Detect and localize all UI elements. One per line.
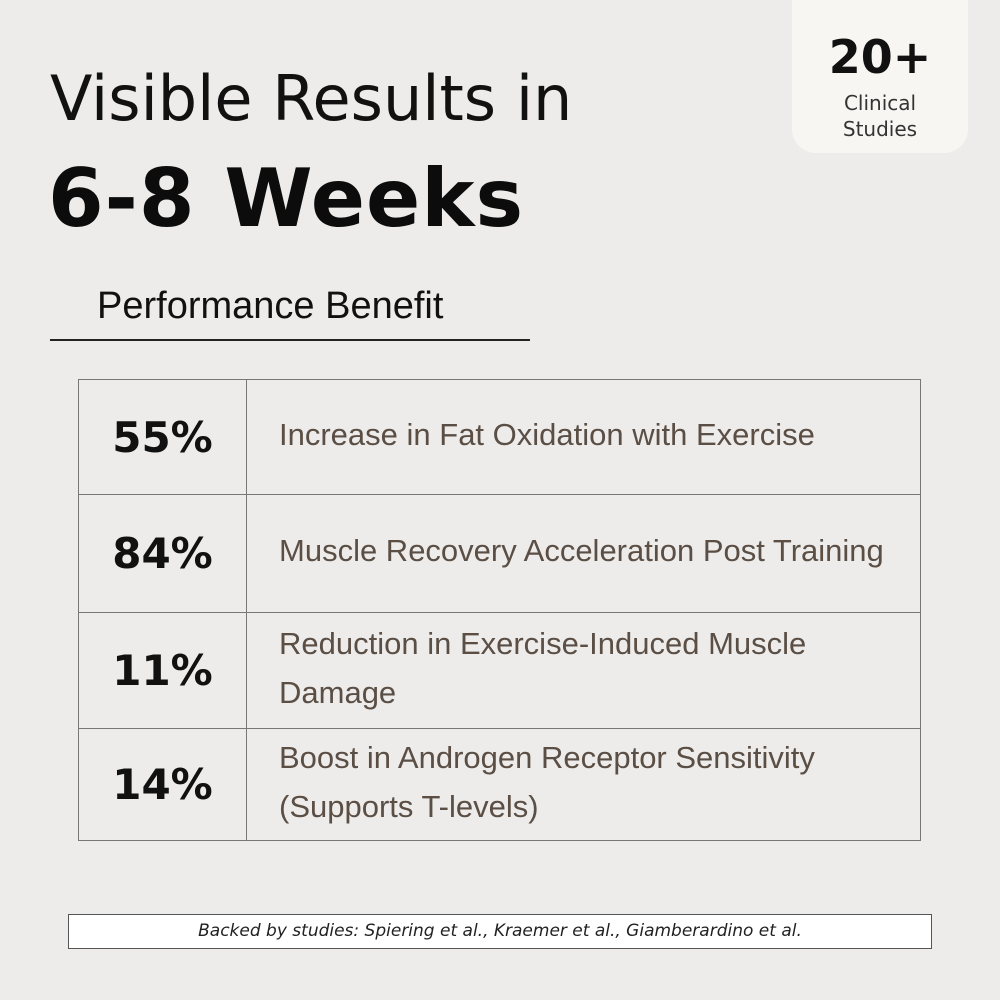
table-row: 14% Boost in Androgen Receptor Sensitivi… (78, 728, 921, 841)
benefit-description: Muscle Recovery Acceleration Post Traini… (246, 494, 921, 613)
benefit-description: Boost in Androgen Receptor Sensitivity (… (246, 728, 921, 841)
section-divider (50, 339, 530, 341)
studies-label: Clinical Studies (842, 91, 918, 141)
page-title-line1: Visible Results in (50, 62, 573, 135)
benefits-table: 55% Increase in Fat Oxidation with Exerc… (78, 379, 921, 841)
table-row: 55% Increase in Fat Oxidation with Exerc… (78, 379, 921, 495)
studies-count: 20+ (828, 30, 932, 84)
section-heading: Performance Benefit (97, 285, 444, 327)
benefit-value: 11% (78, 612, 247, 729)
benefit-value: 84% (78, 494, 247, 613)
table-row: 84% Muscle Recovery Acceleration Post Tr… (78, 494, 921, 613)
clinical-studies-badge: 20+ Clinical Studies (792, 0, 968, 153)
benefit-value: 55% (78, 379, 247, 495)
benefit-description: Increase in Fat Oxidation with Exercise (246, 379, 921, 495)
table-row: 11% Reduction in Exercise-Induced Muscle… (78, 612, 921, 729)
benefit-value: 14% (78, 728, 247, 841)
page-title-line2: 6-8 Weeks (48, 152, 525, 245)
citation-footer: Backed by studies: Spiering et al., Krae… (68, 914, 932, 949)
benefit-description: Reduction in Exercise-Induced Muscle Dam… (246, 612, 921, 729)
